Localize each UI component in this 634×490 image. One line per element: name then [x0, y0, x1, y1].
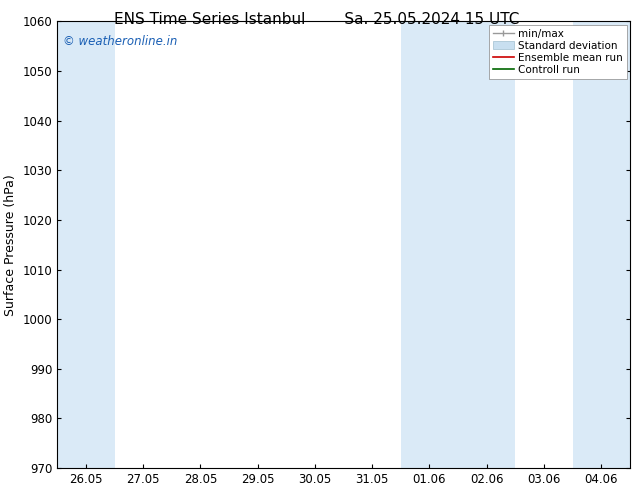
Bar — [573, 22, 630, 468]
Y-axis label: Surface Pressure (hPa): Surface Pressure (hPa) — [4, 174, 17, 316]
Legend: min/max, Standard deviation, Ensemble mean run, Controll run: min/max, Standard deviation, Ensemble me… — [489, 24, 626, 79]
Text: ENS Time Series Istanbul        Sa. 25.05.2024 15 UTC: ENS Time Series Istanbul Sa. 25.05.2024 … — [114, 12, 520, 27]
Bar — [401, 22, 515, 468]
Bar — [57, 22, 115, 468]
Text: © weatheronline.in: © weatheronline.in — [63, 35, 178, 48]
